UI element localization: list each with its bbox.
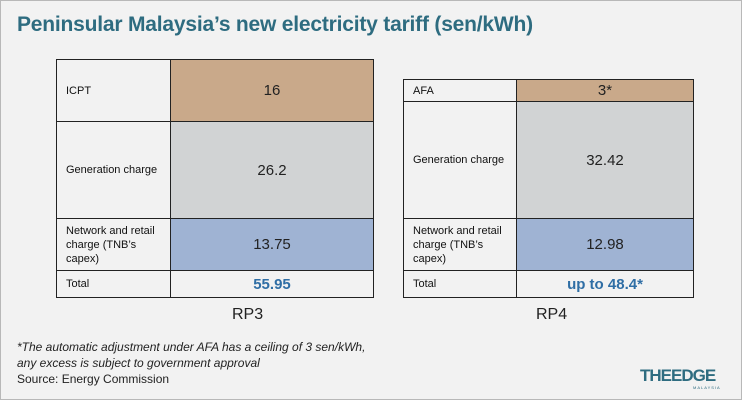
rp4-row-total: Total up to 48.4* — [404, 271, 693, 297]
rp4-total-label: Total — [404, 271, 517, 297]
rp4-table: AFA 3* Generation charge 32.42 Network a… — [403, 79, 694, 298]
rp3-bar-icpt: 16 — [171, 60, 373, 121]
rp3-row-label: Generation charge — [57, 122, 171, 218]
rp3-bar-network: 13.75 — [171, 219, 373, 270]
rp3-bar-generation: 26.2 — [171, 122, 373, 218]
footnote-line-1: *The automatic adjustment under AFA has … — [17, 340, 366, 354]
rp3-total-label: Total — [57, 271, 171, 297]
rp3-row-label: ICPT — [57, 60, 171, 121]
the-edge-logo: THEEDGE — [640, 366, 716, 385]
rp4-row-network: Network and retail charge (TNB’s capex) … — [404, 219, 693, 271]
rp4-total-value: up to 48.4* — [567, 275, 643, 293]
rp4-row-label: Network and retail charge (TNB’s capex) — [404, 219, 517, 270]
rp3-row-network: Network and retail charge (TNB’s capex) … — [57, 219, 373, 271]
rp3-row-label: Network and retail charge (TNB’s capex) — [57, 219, 171, 270]
rp3-caption: RP3 — [232, 306, 264, 323]
rp3-row-total: Total 55.95 — [57, 271, 373, 297]
footnote: *The automatic adjustment under AFA has … — [17, 339, 365, 387]
rp4-row-afa: AFA 3* — [404, 80, 693, 102]
rp4-bar-afa: 3* — [517, 80, 693, 101]
chart-title: Peninsular Malaysia’s new electricity ta… — [17, 13, 533, 36]
rp4-bar-network: 12.98 — [517, 219, 693, 270]
rp4-row-generation: Generation charge 32.42 — [404, 102, 693, 219]
rp4-bar-generation: 32.42 — [517, 102, 693, 218]
rp4-row-label: Generation charge — [404, 102, 517, 218]
rp4-row-label: AFA — [404, 80, 517, 101]
source-note: Source: Energy Commission — [17, 372, 170, 386]
the-edge-logo-sub: MALAYSIA — [693, 385, 721, 390]
rp3-row-icpt: ICPT 16 — [57, 60, 373, 122]
rp3-table: ICPT 16 Generation charge 26.2 Network a… — [56, 59, 374, 298]
rp3-row-generation: Generation charge 26.2 — [57, 122, 373, 219]
rp4-caption: RP4 — [536, 306, 568, 323]
footnote-line-2: any excess is subject to government appr… — [17, 356, 260, 370]
rp3-total-value: 55.95 — [253, 275, 291, 293]
